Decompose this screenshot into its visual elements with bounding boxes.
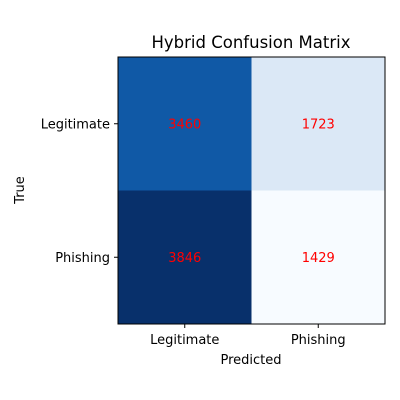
y-tick-label: Phishing: [55, 251, 110, 266]
cell-value-label: 1429: [302, 251, 335, 266]
cell-value-label: 1723: [302, 117, 335, 132]
plot-frame: [117, 56, 386, 325]
x-tick-label: Phishing: [291, 333, 346, 348]
x-axis-ticks: Legitimate Phishing: [150, 324, 346, 348]
cell-value-label: 3460: [168, 117, 201, 132]
y-axis-ticks: Legitimate Phishing: [41, 117, 118, 266]
heatmap-value-labels: 3460 1723 3846 1429: [168, 117, 335, 266]
heatmap-cells: [118, 57, 386, 325]
chart-title: Hybrid Confusion Matrix: [152, 33, 351, 52]
heatmap-cell: [118, 190, 252, 325]
x-axis-label: Predicted: [220, 353, 281, 368]
y-tick-label: Legitimate: [41, 117, 110, 132]
x-tick-label: Legitimate: [150, 333, 219, 348]
y-axis-label: True: [13, 176, 28, 205]
heatmap-cell: [251, 190, 386, 325]
heatmap-cell: [251, 57, 386, 191]
heatmap-cell: [118, 57, 252, 191]
cell-value-label: 3846: [168, 251, 201, 266]
